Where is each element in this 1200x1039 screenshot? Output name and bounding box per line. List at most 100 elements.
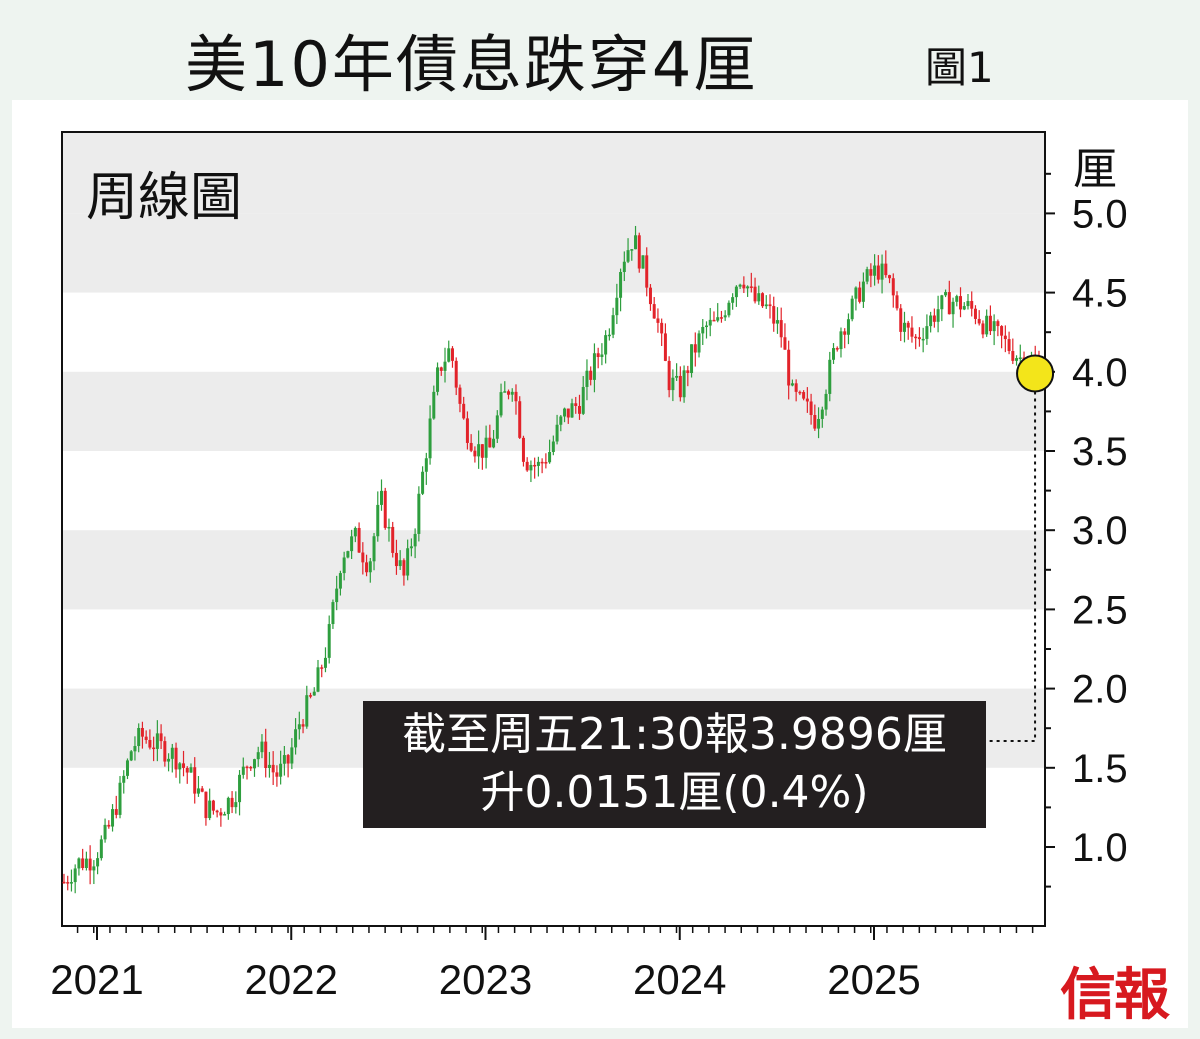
candle-body — [828, 359, 832, 394]
candle-body — [159, 733, 163, 742]
candles — [62, 225, 1045, 894]
candle-body — [178, 763, 182, 770]
candle-body — [140, 727, 144, 737]
x-tick-label: 2024 — [633, 956, 726, 1003]
y-tick-label: 4.0 — [1072, 351, 1128, 395]
candle-body — [656, 318, 660, 323]
candle-body — [439, 367, 443, 371]
candle-body — [981, 323, 985, 335]
candle-body — [641, 255, 645, 269]
candle-body — [809, 401, 813, 416]
candle-body — [846, 319, 850, 335]
candle-body — [891, 278, 895, 296]
candle-body — [342, 557, 346, 574]
candle-body — [204, 791, 208, 819]
candle-body — [193, 767, 197, 794]
candle-body — [81, 858, 85, 869]
plot-frame — [61, 131, 1046, 927]
y-tick-label: 1.0 — [1072, 826, 1128, 870]
candle-body — [985, 315, 989, 335]
candle-body — [824, 393, 828, 410]
candle-body — [869, 269, 873, 276]
candle-body — [850, 298, 854, 320]
candle-body — [521, 437, 525, 462]
candle-body — [910, 327, 914, 337]
candle-body — [544, 462, 548, 464]
candle-body — [970, 301, 974, 309]
candle-body — [727, 302, 731, 316]
x-axis: 2021 2022 2023 2024 2025 — [50, 926, 1034, 1003]
candle-body — [563, 408, 567, 417]
candle-body — [507, 391, 511, 395]
candle-body — [888, 275, 892, 279]
candle-body — [708, 319, 712, 326]
candle-body — [749, 286, 753, 288]
candle-body — [936, 309, 940, 322]
y-tick-label: 3.0 — [1072, 509, 1128, 553]
candle-body — [148, 739, 152, 748]
brand-logo: 信報 — [1060, 962, 1170, 1028]
candle-body — [697, 333, 701, 353]
candle-body — [790, 383, 794, 386]
candle-body — [163, 741, 167, 762]
candle-body — [779, 320, 783, 338]
candle-body — [742, 284, 746, 289]
candle-body — [495, 415, 499, 439]
candle-body — [589, 370, 593, 380]
candle-body — [129, 751, 133, 761]
candle-body — [555, 424, 559, 442]
candle-body — [391, 526, 395, 553]
candle-body — [402, 560, 406, 576]
candle-body — [921, 338, 925, 341]
highlight-circle — [1016, 354, 1055, 393]
latest-value-callout: 截至周五21:30報3.9896厘 升0.0151厘(0.4%) — [363, 701, 986, 828]
candle-body — [503, 391, 507, 393]
candle-body — [264, 741, 268, 768]
callout-line-2: 升0.0151厘(0.4%) — [480, 767, 869, 818]
candle-body — [592, 353, 596, 380]
candle-body — [817, 418, 821, 429]
candle-body — [619, 272, 623, 298]
candle-body — [533, 464, 537, 467]
chart-title: 美10年債息跌穿4厘 — [185, 28, 758, 101]
candle-body — [992, 321, 996, 332]
candle-body — [484, 437, 488, 458]
candle-body — [174, 747, 178, 770]
candle-body — [895, 295, 899, 309]
candle-body — [548, 452, 552, 463]
figure-label: 圖1 — [925, 43, 994, 92]
candle-body — [813, 415, 817, 429]
candle-body — [62, 881, 66, 884]
candle-body — [282, 755, 286, 764]
candle-body — [462, 403, 466, 419]
candle-body — [731, 297, 735, 303]
title-bar: 美10年債息跌穿4厘 圖1 — [0, 0, 1200, 101]
candle-body — [88, 858, 92, 871]
candle-body — [137, 727, 141, 747]
candle-body — [73, 868, 77, 883]
candle-body — [678, 375, 682, 398]
candle-body — [312, 691, 316, 696]
candle-body — [925, 326, 929, 339]
candle-body — [417, 493, 421, 534]
candle-body — [118, 782, 122, 815]
candle-body — [768, 304, 772, 307]
candle-body — [234, 802, 238, 808]
candle-body — [536, 461, 540, 466]
candle-body — [409, 546, 413, 549]
candle-body — [802, 392, 806, 399]
candle-body — [376, 504, 380, 537]
candle-body — [368, 561, 372, 573]
candle-body — [663, 333, 667, 361]
candle-body — [757, 293, 761, 302]
y-tick-label: 2.5 — [1072, 588, 1128, 632]
candle-body — [256, 752, 260, 760]
candle-body — [761, 293, 765, 307]
candle-body — [1011, 350, 1015, 361]
candle-body — [473, 450, 477, 457]
candle-body — [96, 858, 100, 867]
candle-body — [675, 375, 679, 378]
candle-body — [245, 766, 249, 769]
candle-body — [843, 331, 847, 335]
candle-body — [309, 695, 313, 697]
